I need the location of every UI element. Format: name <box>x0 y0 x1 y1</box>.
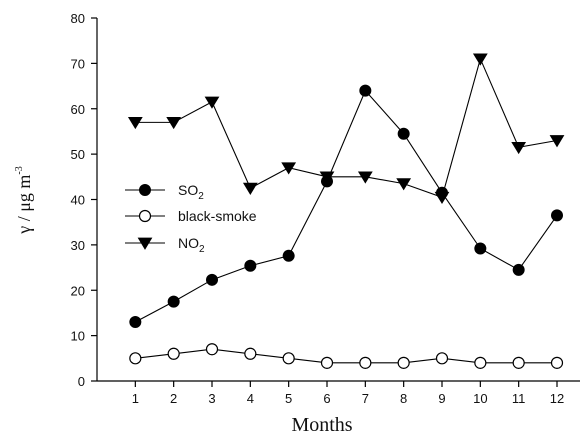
x-tick-label: 4 <box>247 391 254 406</box>
y-tick-label: 20 <box>71 283 85 298</box>
x-tick-label: 7 <box>362 391 369 406</box>
data-point <box>357 171 373 184</box>
x-tick-label: 12 <box>550 391 564 406</box>
legend-label-main: NO <box>178 235 199 251</box>
series-1 <box>129 343 564 369</box>
series-0 <box>129 84 563 329</box>
y-axis-title-superscript: -3 <box>14 166 25 174</box>
data-point <box>127 116 143 130</box>
data-point <box>129 316 142 329</box>
x-tick-label: 9 <box>438 391 445 406</box>
legend-marker <box>139 184 151 196</box>
series-layer <box>127 53 565 369</box>
legend-label-subscript: 2 <box>198 191 204 202</box>
y-tick-label: 50 <box>71 147 85 162</box>
data-point <box>511 141 527 155</box>
legend-label: SO2 <box>178 182 204 202</box>
legend-label: NO2 <box>178 235 205 255</box>
data-point <box>166 116 182 130</box>
y-tick-label: 70 <box>71 56 85 71</box>
legend-item: black-smoke <box>125 208 257 224</box>
x-axis: 1 2 3 4 5 6 7 8 9 10 11 12 <box>97 380 580 406</box>
legend-marker <box>137 237 153 250</box>
series-line <box>135 348 557 364</box>
data-point <box>397 356 410 369</box>
data-point <box>474 242 487 255</box>
data-point <box>512 263 525 276</box>
data-point <box>206 273 218 286</box>
legend-marker <box>138 209 152 223</box>
data-point <box>281 162 297 175</box>
legend-label-main: black-smoke <box>178 208 257 224</box>
data-point <box>244 347 257 360</box>
x-tick-label: 10 <box>473 391 487 406</box>
data-point <box>434 191 450 205</box>
data-point <box>435 352 449 365</box>
y-tick-label: 60 <box>71 102 85 117</box>
x-tick-label: 2 <box>170 391 177 406</box>
x-tick-label: 11 <box>512 391 526 406</box>
data-point <box>397 127 410 140</box>
data-point <box>512 356 525 369</box>
y-tick-label: 10 <box>71 329 85 344</box>
y-axis-title-main: γ / μg m <box>14 175 34 235</box>
data-point <box>549 135 565 148</box>
x-tick-label: 6 <box>323 391 330 406</box>
data-point <box>396 178 412 191</box>
y-axis: 0 10 20 30 40 50 60 70 80 <box>71 11 98 389</box>
data-point <box>320 356 334 369</box>
x-tick-label: 5 <box>285 391 292 406</box>
data-point <box>167 347 180 360</box>
legend-item: NO2 <box>125 235 205 255</box>
y-tick-label: 80 <box>71 11 85 26</box>
series-line <box>135 89 558 323</box>
x-tick-label: 8 <box>400 391 407 406</box>
x-tick-label: 3 <box>208 391 215 406</box>
data-point <box>244 259 257 272</box>
x-tick-label: 1 <box>132 391 139 406</box>
y-tick-label: 30 <box>71 238 85 253</box>
data-point <box>472 53 488 66</box>
data-point <box>282 249 295 262</box>
data-point <box>550 356 564 369</box>
legend-label-main: SO <box>178 182 198 198</box>
x-axis-title: Months <box>291 414 352 436</box>
series-line <box>135 57 558 198</box>
data-point <box>204 96 220 109</box>
data-point <box>205 343 219 356</box>
series-2 <box>127 53 565 205</box>
data-point <box>359 84 372 97</box>
y-tick-label: 0 <box>78 374 85 389</box>
y-tick-label: 40 <box>71 193 85 208</box>
legend-item: SO2 <box>125 182 204 202</box>
data-point <box>359 356 372 369</box>
legend-label-subscript: 2 <box>199 244 205 255</box>
data-point <box>474 356 487 369</box>
data-point <box>282 352 295 365</box>
data-point <box>319 171 335 184</box>
data-point <box>167 295 180 308</box>
data-point <box>242 182 258 195</box>
data-point <box>129 352 142 365</box>
data-point <box>551 209 563 222</box>
legend-label: black-smoke <box>178 208 257 224</box>
y-axis-title: γ / μg m-3 <box>14 166 34 234</box>
